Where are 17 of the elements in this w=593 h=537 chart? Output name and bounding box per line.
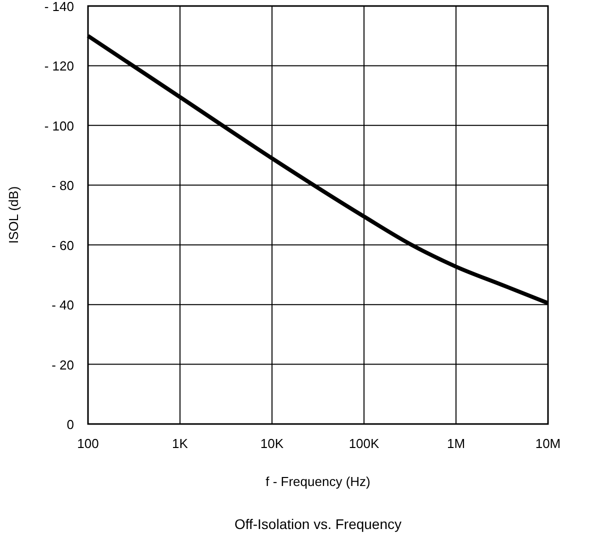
- y-tick-label: - 60: [52, 238, 74, 253]
- x-tick-label: 10M: [535, 436, 561, 451]
- y-tick-label: - 40: [52, 298, 74, 313]
- y-tick-label: - 140: [44, 0, 74, 14]
- y-tick-label: - 80: [52, 178, 74, 194]
- y-tick-label: - 120: [44, 58, 74, 74]
- x-tick-label: 1K: [172, 436, 188, 451]
- text: Off-Isolation vs. Frequency: [234, 516, 402, 532]
- x-axis-title: f - Frequency (Hz): [266, 474, 370, 489]
- y-tick-label: - 100: [44, 118, 74, 134]
- y-tick-label: - 20: [52, 357, 74, 372]
- x-tick-label: 100K: [348, 436, 380, 451]
- x-tick-label: 10K: [260, 436, 284, 451]
- y-tick-label: 0: [66, 417, 74, 432]
- x-tick-label: 100: [77, 436, 99, 451]
- x-tick-label: 1M: [446, 436, 466, 451]
- y-axis-title: ISOL (dB): [6, 186, 21, 244]
